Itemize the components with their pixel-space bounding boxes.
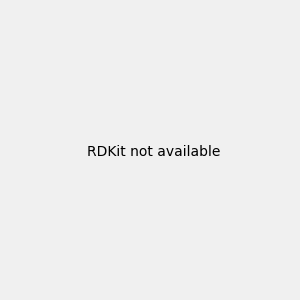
- Text: RDKit not available: RDKit not available: [87, 145, 220, 158]
